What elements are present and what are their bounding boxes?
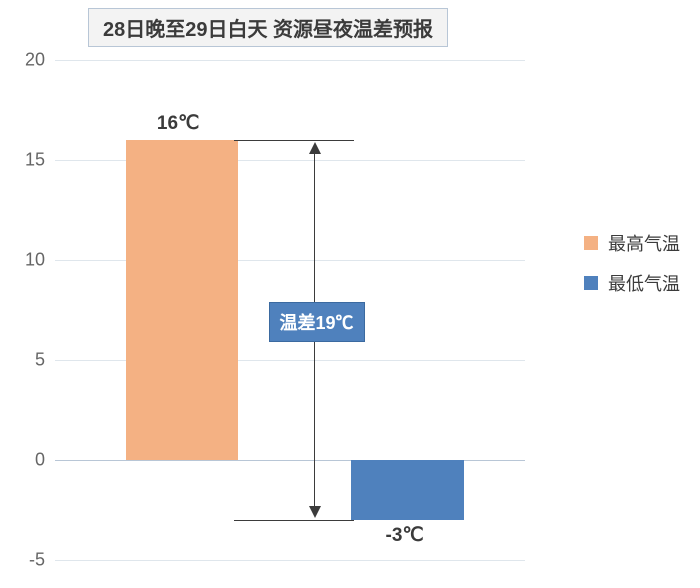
- legend-label-high: 最高气温: [608, 230, 680, 256]
- bar-label-high: 16℃: [157, 112, 199, 135]
- y-tick-label: 10: [5, 250, 45, 271]
- range-hline-top: [234, 140, 354, 141]
- range-arrow-head-up: [309, 142, 321, 154]
- bar-label-low: -3℃: [386, 524, 424, 547]
- legend-swatch-high: [584, 236, 598, 250]
- diff-badge: 温差19℃: [269, 302, 365, 342]
- legend: 最高气温 最低气温: [584, 230, 680, 310]
- grid-line: [55, 60, 525, 61]
- bar-high: [126, 140, 239, 460]
- range-hline-bottom: [234, 520, 354, 521]
- y-tick-label: 5: [5, 350, 45, 371]
- legend-item-low: 最低气温: [584, 270, 680, 296]
- bar-low: [351, 460, 464, 520]
- legend-label-low: 最低气温: [608, 270, 680, 296]
- range-arrow-head-down: [309, 506, 321, 518]
- temperature-diff-chart: 28日晚至29日白天 资源昼夜温差预报 -5 0 5 10 15 20 16℃ -3℃ 温差19…: [0, 0, 700, 588]
- y-tick-label: 15: [5, 150, 45, 171]
- chart-title: 28日晚至29日白天 资源昼夜温差预报: [88, 8, 448, 47]
- legend-swatch-low: [584, 276, 598, 290]
- plot-area: -50510152016℃-3℃温差19℃: [55, 60, 525, 560]
- grid-line: [55, 560, 525, 561]
- y-tick-label: 20: [5, 50, 45, 71]
- y-tick-label: -5: [5, 550, 45, 571]
- y-tick-label: 0: [5, 450, 45, 471]
- legend-item-high: 最高气温: [584, 230, 680, 256]
